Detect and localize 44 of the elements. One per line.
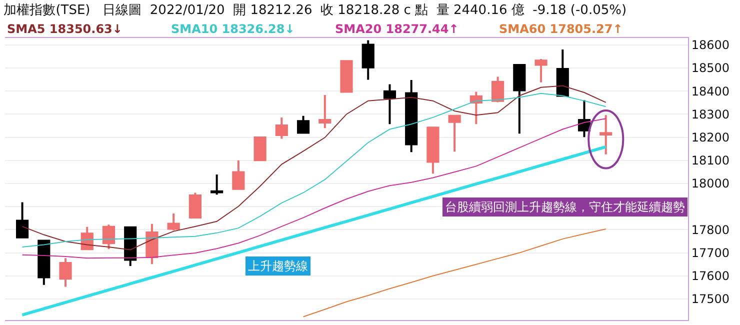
- candlestick: [426, 126, 440, 175]
- candlestick: [210, 174, 224, 196]
- text: SMA60 17805.27↑: [499, 22, 623, 36]
- text: SMA10 18326.28↓: [171, 22, 295, 36]
- candlestick: [448, 114, 461, 153]
- y-tick-label: 18500: [691, 61, 730, 76]
- candlestick: [188, 192, 202, 218]
- candlestick: [254, 136, 266, 162]
- y-tick-label: 17800: [691, 222, 730, 237]
- candlestick: [16, 201, 29, 238]
- y-tick-label: 17700: [691, 246, 730, 260]
- candlestick: [232, 159, 245, 190]
- candlestick: [556, 48, 569, 97]
- y-tick-label: 18200: [691, 130, 730, 145]
- candlestick: [167, 212, 180, 232]
- candlestick: [600, 114, 612, 156]
- y-tick-label: 17500: [691, 292, 730, 306]
- y-tick-label: 18300: [691, 107, 730, 122]
- candlestick: [102, 224, 116, 250]
- chart-title: 加權指數(TSE) 日線圖 2022/01/20 開 18212.26 收 18218.28 c 點 量 2440.16 億 -9.18 (-0.05%): [4, 2, 627, 18]
- candlestick: [513, 64, 526, 135]
- candlestick: [59, 257, 72, 288]
- text: SMA20 18277.44↑: [335, 22, 459, 36]
- candlestick: [492, 76, 504, 104]
- candlestick: [534, 58, 548, 84]
- candlestick: [296, 114, 310, 135]
- candlestick: [470, 90, 482, 126]
- candlestick: [578, 99, 591, 138]
- y-tick-label: 17600: [691, 269, 730, 284]
- annotation: 台股續弱回測上升趨勢線，守住才能延續趨勢: [445, 200, 685, 214]
- y-tick-label: 18400: [691, 84, 730, 98]
- candlestick: [146, 222, 158, 266]
- candlestick: [362, 39, 374, 81]
- y-tick-label: 18000: [691, 176, 730, 191]
- candlestick: [318, 94, 332, 130]
- candlestick: [275, 116, 288, 140]
- candlestick: [340, 60, 353, 93]
- y-tick-label: 18100: [691, 154, 730, 168]
- candlestick: [405, 79, 418, 154]
- y-tick-label: 18600: [691, 38, 730, 52]
- text: SMA5 18350.63↓: [7, 22, 122, 36]
- candlestick: [38, 240, 50, 286]
- annotation: 上升趨勢線: [248, 259, 308, 273]
- candlestick: [383, 83, 396, 126]
